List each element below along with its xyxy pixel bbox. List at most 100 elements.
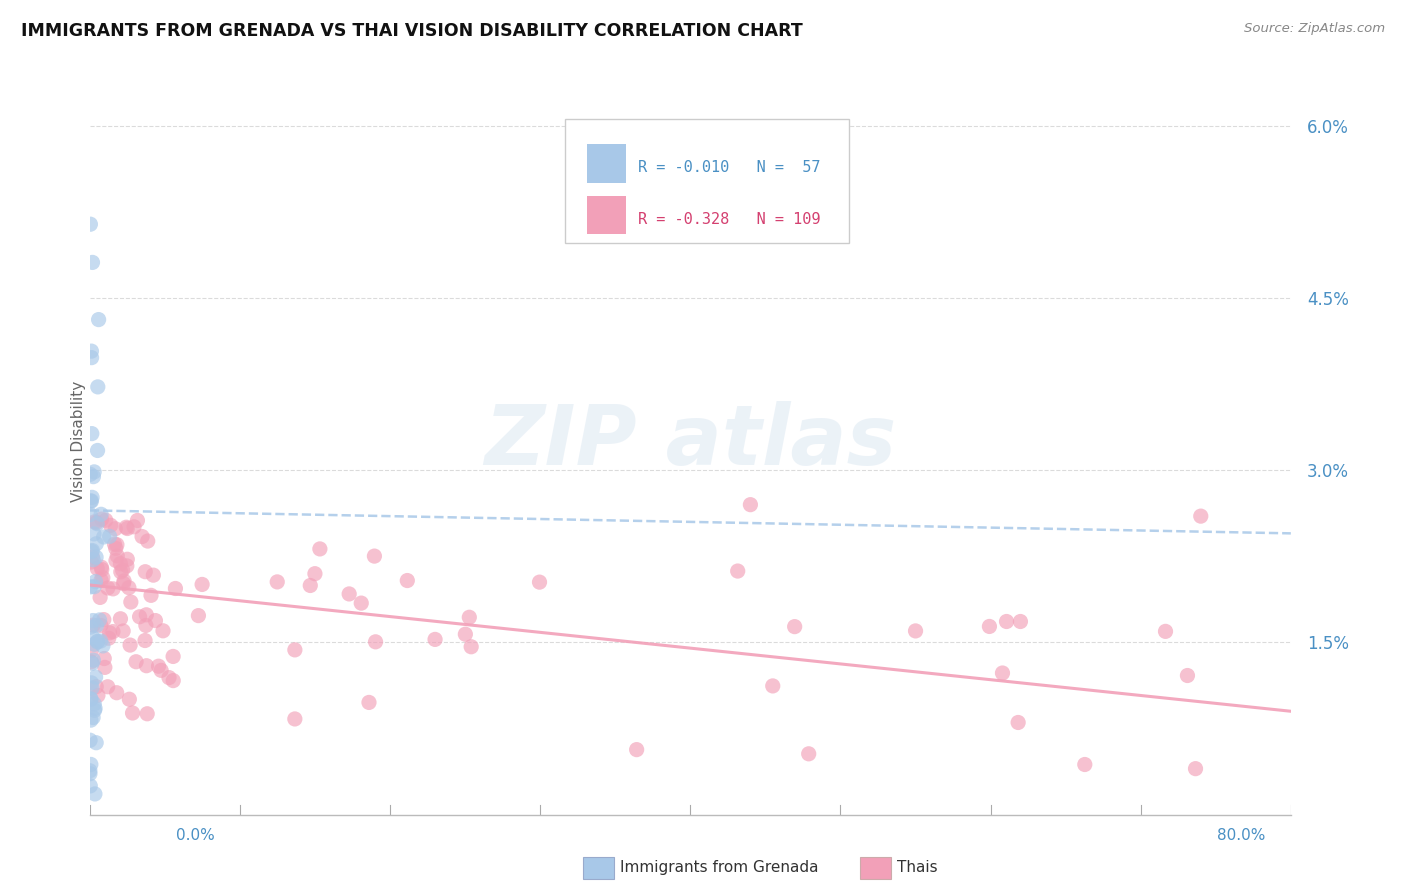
Point bbox=[134, 565, 156, 579]
Point bbox=[84, 680, 107, 694]
Point bbox=[82, 552, 104, 566]
Point bbox=[134, 633, 156, 648]
Text: R = -0.010   N =  57: R = -0.010 N = 57 bbox=[638, 160, 820, 175]
Point bbox=[118, 692, 141, 706]
Point bbox=[991, 666, 1014, 681]
Point bbox=[90, 573, 112, 587]
Point bbox=[110, 557, 132, 571]
Point bbox=[727, 564, 749, 578]
Point bbox=[83, 580, 105, 594]
Point bbox=[120, 595, 142, 609]
Point bbox=[84, 736, 107, 750]
Point bbox=[80, 657, 103, 671]
Point bbox=[309, 541, 332, 556]
Point bbox=[101, 582, 124, 596]
Point bbox=[145, 614, 167, 628]
Point bbox=[1184, 762, 1206, 776]
Point bbox=[110, 565, 132, 579]
Point bbox=[112, 576, 135, 591]
Point bbox=[80, 426, 103, 441]
Point bbox=[82, 543, 104, 558]
Point bbox=[80, 555, 103, 569]
Point bbox=[83, 515, 105, 529]
Point bbox=[131, 529, 153, 543]
Point bbox=[80, 494, 103, 508]
Text: Thais: Thais bbox=[897, 861, 938, 875]
Point bbox=[79, 580, 101, 594]
Point bbox=[187, 608, 209, 623]
Point bbox=[97, 581, 120, 595]
Point bbox=[82, 631, 104, 645]
Point bbox=[142, 568, 165, 582]
Point bbox=[93, 613, 115, 627]
Text: IMMIGRANTS FROM GRENADA VS THAI VISION DISABILITY CORRELATION CHART: IMMIGRANTS FROM GRENADA VS THAI VISION D… bbox=[21, 22, 803, 40]
Point bbox=[83, 697, 105, 711]
Point bbox=[162, 673, 184, 688]
Point bbox=[104, 522, 127, 536]
Point bbox=[127, 513, 149, 527]
Point bbox=[105, 686, 128, 700]
Point bbox=[83, 637, 105, 651]
Point bbox=[101, 624, 124, 639]
Point bbox=[105, 549, 128, 563]
Point bbox=[157, 671, 180, 685]
Text: Source: ZipAtlas.com: Source: ZipAtlas.com bbox=[1244, 22, 1385, 36]
Point bbox=[357, 695, 380, 709]
Point bbox=[762, 679, 785, 693]
Point bbox=[350, 596, 373, 610]
Point bbox=[80, 713, 103, 727]
Point bbox=[396, 574, 419, 588]
Point bbox=[82, 653, 104, 667]
Point bbox=[89, 613, 111, 627]
Point bbox=[125, 655, 148, 669]
Point bbox=[135, 607, 157, 622]
Point bbox=[79, 733, 101, 747]
Point bbox=[110, 612, 132, 626]
Point bbox=[86, 516, 108, 530]
Point bbox=[112, 574, 135, 588]
Point bbox=[82, 255, 104, 269]
Point bbox=[122, 520, 145, 534]
Point bbox=[83, 703, 105, 717]
Point bbox=[191, 577, 214, 591]
Point bbox=[97, 631, 120, 645]
Point bbox=[995, 615, 1018, 629]
Point bbox=[783, 619, 806, 633]
Point bbox=[454, 627, 477, 641]
Point bbox=[363, 549, 385, 563]
Point bbox=[80, 681, 103, 695]
Point bbox=[93, 651, 115, 665]
Point bbox=[460, 640, 482, 654]
Point bbox=[79, 620, 101, 634]
Point bbox=[84, 670, 107, 684]
Point bbox=[89, 591, 111, 605]
Point bbox=[135, 618, 157, 632]
Point bbox=[1074, 757, 1097, 772]
Text: Immigrants from Grenada: Immigrants from Grenada bbox=[620, 861, 818, 875]
Point bbox=[94, 513, 117, 527]
Text: R = -0.328   N = 109: R = -0.328 N = 109 bbox=[638, 211, 820, 227]
Point bbox=[84, 574, 107, 589]
Point bbox=[84, 537, 107, 551]
Point bbox=[79, 217, 101, 231]
Point bbox=[150, 664, 173, 678]
Point bbox=[84, 550, 107, 565]
Point bbox=[103, 537, 125, 551]
Point bbox=[83, 465, 105, 479]
Point bbox=[93, 530, 115, 544]
Point bbox=[90, 560, 112, 574]
Text: 0.0%: 0.0% bbox=[176, 828, 215, 843]
Point bbox=[136, 534, 159, 549]
Y-axis label: Vision Disability: Vision Disability bbox=[72, 381, 86, 502]
Point bbox=[90, 508, 112, 522]
Point bbox=[105, 538, 128, 552]
Point bbox=[80, 344, 103, 359]
Point bbox=[1189, 509, 1212, 524]
Point bbox=[104, 541, 127, 556]
Point bbox=[80, 692, 103, 706]
Point bbox=[86, 634, 108, 648]
Point bbox=[80, 757, 103, 772]
Point bbox=[84, 701, 107, 715]
Point bbox=[104, 553, 127, 567]
Point bbox=[139, 588, 162, 602]
